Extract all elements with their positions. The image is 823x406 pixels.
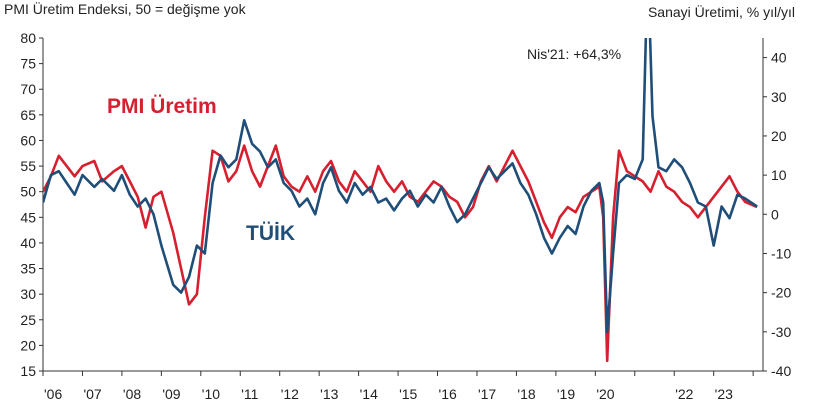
left-tick-label: 25 [20,312,36,328]
x-tick-label: '23 [715,386,733,402]
x-tick-label: '20 [596,386,614,402]
x-tick-label: '12 [281,386,299,402]
x-tick-label: '14 [360,386,378,402]
left-tick-label: 35 [20,261,36,277]
x-tick-label: '10 [202,386,220,402]
right-tick-label: 40 [771,50,787,66]
left-tick-label: 60 [20,132,36,148]
left-tick-label: 80 [20,30,36,46]
left-tick-label: 70 [20,81,36,97]
left-tick-label: 15 [20,363,36,379]
right-tick-label: 0 [771,206,779,222]
x-tick-label: '06 [44,386,62,402]
left-tick-label: 30 [20,286,36,302]
right-tick-label: -30 [771,324,791,340]
left-tick-label: 45 [20,209,36,225]
left-tick-label: 55 [20,158,36,174]
x-tick-label: '17 [478,386,496,402]
right-tick-label: 10 [771,167,787,183]
x-tick-label: '09 [162,386,180,402]
x-tick-label: '22 [675,386,693,402]
left-tick-label: 20 [20,337,36,353]
left-axis-title: PMI Üretim Endeksi, 50 = değişme yok [4,1,246,17]
x-tick-label: '16 [439,386,457,402]
right-tick-label: -10 [771,245,791,261]
left-tick-label: 75 [20,56,36,72]
x-tick-label: '11 [241,386,258,402]
right-tick-label: -40 [771,363,791,379]
x-tick-label: '07 [83,386,101,402]
right-tick-label: 20 [771,128,787,144]
x-tick-label: '08 [123,386,141,402]
right-axis-title: Sanayi Üretimi, % yıl/yıl [647,4,795,20]
x-tick-label: '19 [557,386,575,402]
pmi-series-line [43,144,758,363]
left-tick-label: 40 [20,235,36,251]
right-tick-label: 30 [771,89,787,105]
x-tick-label: '13 [320,386,338,402]
peak-annotation: Nis'21: +64,3% [527,46,621,62]
x-tick-label: '18 [517,386,535,402]
left-tick-label: 65 [20,107,36,123]
right-tick-label: -20 [771,285,791,301]
x-tick-label: '15 [399,386,417,402]
tuik-series-line [43,38,758,334]
left-tick-label: 50 [20,184,36,200]
tuik-series-label: TÜİK [246,222,295,245]
pmi-series-label: PMI Üretim [107,95,217,118]
